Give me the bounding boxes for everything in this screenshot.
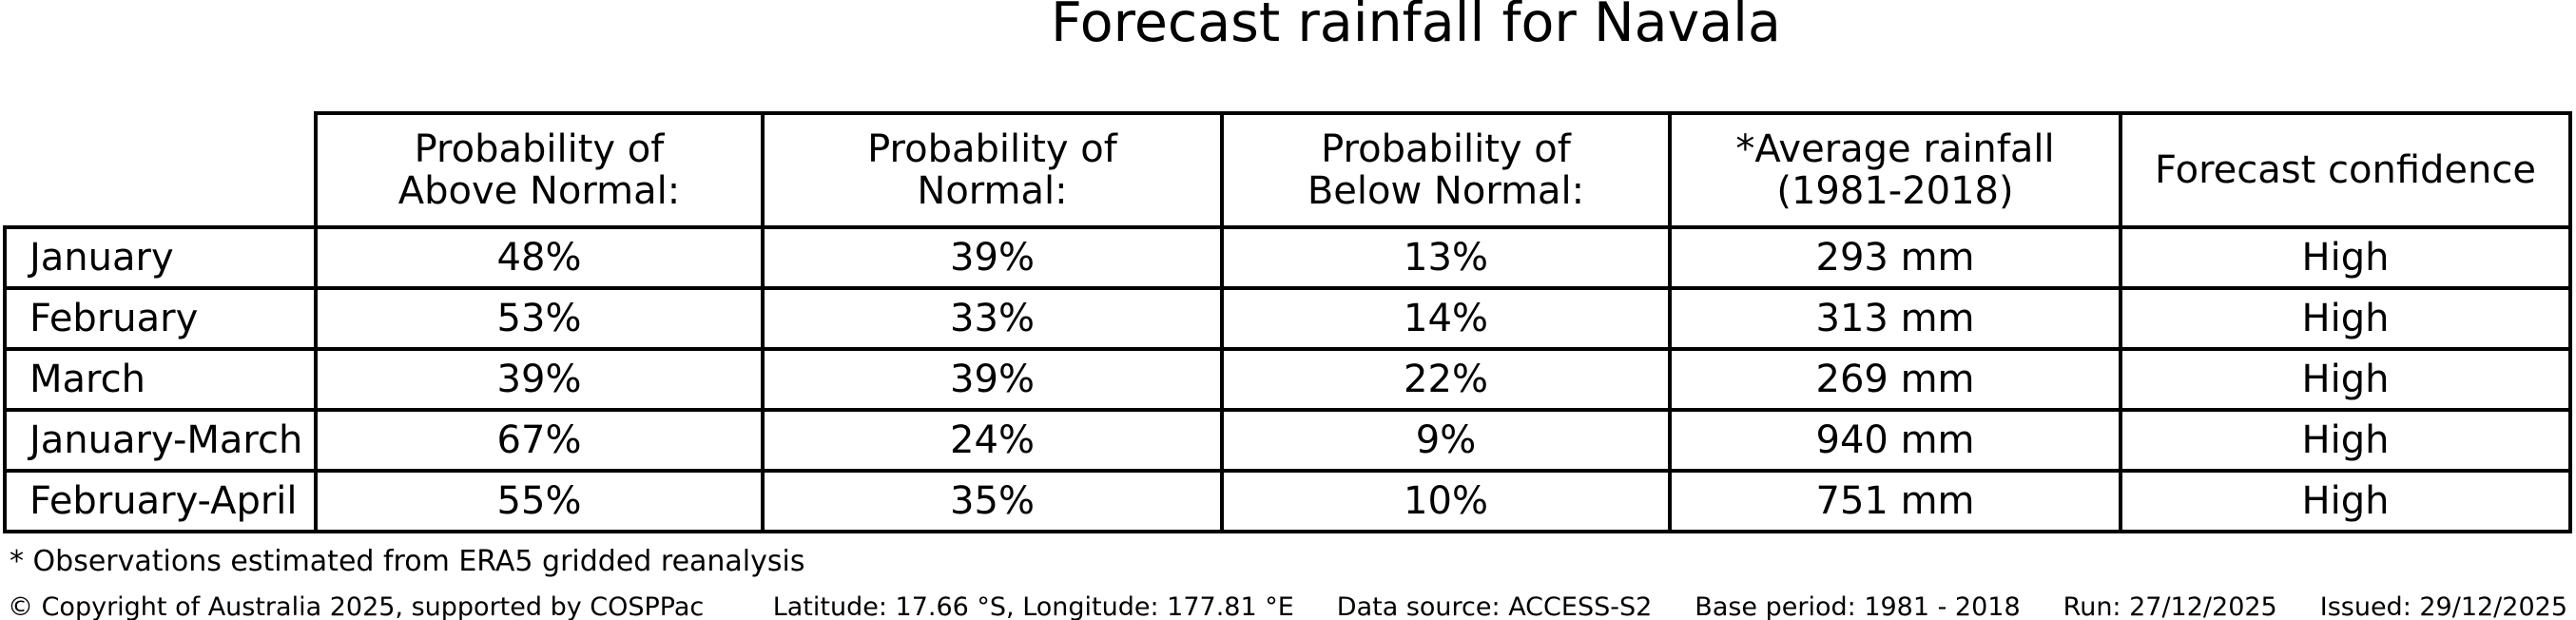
cell-average-rainfall: 751 mm — [1668, 469, 2122, 533]
col-header-forecast-confidence: Forecast confidence — [2119, 111, 2572, 229]
row-label: March — [3, 347, 318, 412]
cell-average-rainfall: 293 mm — [1668, 225, 2122, 290]
col-header-normal: Probability of Normal: — [761, 111, 1224, 229]
cell-normal: 33% — [761, 286, 1224, 351]
footer-meta-group: Latitude: 17.66 °S, Longitude: 177.81 °E… — [773, 594, 2567, 620]
table-row-january: January 48% 39% 13% 293 mm High — [3, 225, 2572, 290]
cell-normal: 39% — [761, 347, 1224, 412]
cell-below-normal: 14% — [1220, 286, 1672, 351]
cell-below-normal: 9% — [1220, 408, 1672, 473]
cell-above-normal: 53% — [314, 286, 765, 351]
cell-above-normal: 67% — [314, 408, 765, 473]
cell-normal: 24% — [761, 408, 1224, 473]
cell-confidence: High — [2119, 225, 2572, 290]
table-row-march: March 39% 39% 22% 269 mm High — [3, 347, 2572, 412]
cell-above-normal: 48% — [314, 225, 765, 290]
cell-average-rainfall: 269 mm — [1668, 347, 2122, 412]
cell-confidence: High — [2119, 408, 2572, 473]
col-header-average-rainfall: *Average rainfall (1981-2018) — [1668, 111, 2122, 229]
cell-confidence: High — [2119, 286, 2572, 351]
forecast-table: Probability of Above Normal: Probability… — [3, 111, 2572, 533]
row-label: January — [3, 225, 318, 290]
cell-above-normal: 39% — [314, 347, 765, 412]
cell-below-normal: 22% — [1220, 347, 1672, 412]
table-row-february-april: February-April 55% 35% 10% 751 mm High — [3, 469, 2572, 533]
corner-blank-cell — [5, 113, 316, 227]
col-header-below-normal: Probability of Below Normal: — [1220, 111, 1672, 229]
cell-below-normal: 10% — [1220, 469, 1672, 533]
cell-average-rainfall: 940 mm — [1668, 408, 2122, 473]
row-label: January-March — [3, 408, 318, 473]
data-source-text: Data source: ACCESS-S2 — [1336, 592, 1653, 620]
footer-bar: © Copyright of Australia 2025, supported… — [8, 594, 2567, 620]
cell-confidence: High — [2119, 347, 2572, 412]
footnote: * Observations estimated from ERA5 gridd… — [10, 545, 805, 578]
location-text: Latitude: 17.66 °S, Longitude: 177.81 °E — [772, 592, 1294, 620]
table-row-february: February 53% 33% 14% 313 mm High — [3, 286, 2572, 351]
row-label: February — [3, 286, 318, 351]
col-header-above-normal: Probability of Above Normal: — [314, 111, 765, 229]
cell-above-normal: 55% — [314, 469, 765, 533]
copyright-text: © Copyright of Australia 2025, supported… — [8, 592, 705, 620]
cell-normal: 39% — [761, 225, 1224, 290]
cell-below-normal: 13% — [1220, 225, 1672, 290]
cell-average-rainfall: 313 mm — [1668, 286, 2122, 351]
run-date-text: Run: 27/12/2025 — [2063, 592, 2277, 620]
table-row-january-march: January-March 67% 24% 9% 940 mm High — [3, 408, 2572, 473]
row-label: February-April — [3, 469, 318, 533]
cell-normal: 35% — [761, 469, 1224, 533]
figure-title: Forecast rainfall for Navala — [1051, 0, 1781, 54]
base-period-text: Base period: 1981 - 2018 — [1695, 592, 2021, 620]
issued-date-text: Issued: 29/12/2025 — [2319, 592, 2567, 620]
header-row: Probability of Above Normal: Probability… — [5, 111, 2572, 229]
cell-confidence: High — [2119, 469, 2572, 533]
